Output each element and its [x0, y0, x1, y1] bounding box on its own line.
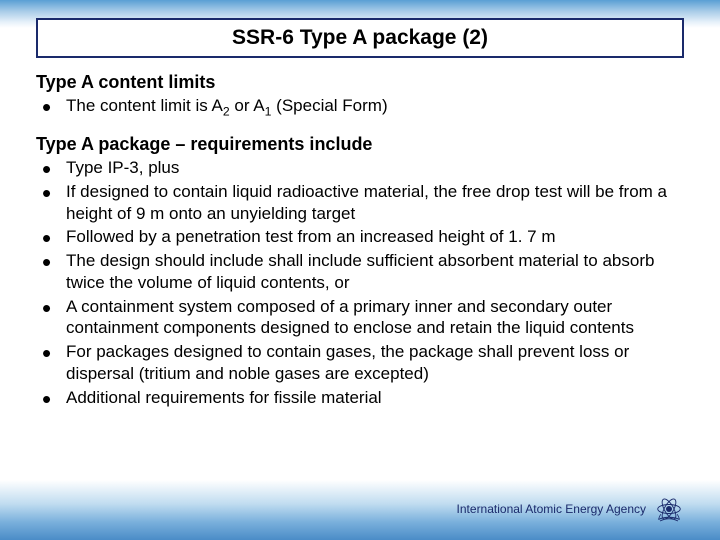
- list-item: Followed by a penetration test from an i…: [36, 226, 684, 248]
- list-item: Type IP-3, plus: [36, 157, 684, 179]
- list-item: The content limit is A2 or A1 (Special F…: [36, 95, 684, 120]
- footer: International Atomic Energy Agency: [457, 494, 684, 524]
- section1-list: The content limit is A2 or A1 (Special F…: [36, 95, 684, 120]
- slide-title: SSR-6 Type A package (2): [48, 26, 672, 50]
- list-item: The design should include shall include …: [36, 250, 684, 294]
- iaea-logo-icon: [654, 494, 684, 524]
- section2-heading: Type A package – requirements include: [36, 134, 684, 155]
- list-item: If designed to contain liquid radioactiv…: [36, 181, 684, 225]
- section1-heading: Type A content limits: [36, 72, 684, 93]
- section2-list: Type IP-3, plus If designed to contain l…: [36, 157, 684, 408]
- list-item: For packages designed to contain gases, …: [36, 341, 684, 385]
- footer-text: International Atomic Energy Agency: [457, 502, 646, 516]
- title-box: SSR-6 Type A package (2): [36, 18, 684, 58]
- list-item: Additional requirements for fissile mate…: [36, 387, 684, 409]
- slide-body: SSR-6 Type A package (2) Type A content …: [0, 0, 720, 408]
- list-item: A containment system composed of a prima…: [36, 296, 684, 340]
